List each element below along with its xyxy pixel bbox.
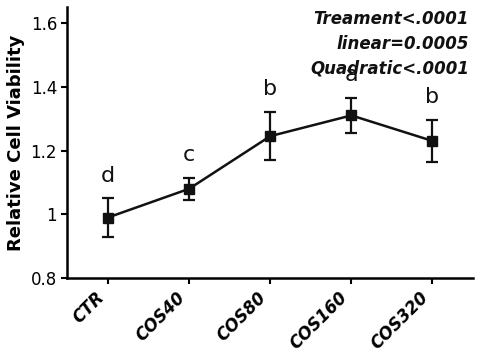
Text: b: b <box>263 80 277 99</box>
Y-axis label: Relative Cell Viability: Relative Cell Viability <box>7 34 25 251</box>
Text: b: b <box>425 87 440 107</box>
Text: c: c <box>183 145 195 165</box>
Text: d: d <box>101 166 115 186</box>
Text: Treament<.0001
linear=0.0005
Quadratic<.0001: Treament<.0001 linear=0.0005 Quadratic<.… <box>310 10 469 78</box>
Text: a: a <box>345 65 358 85</box>
